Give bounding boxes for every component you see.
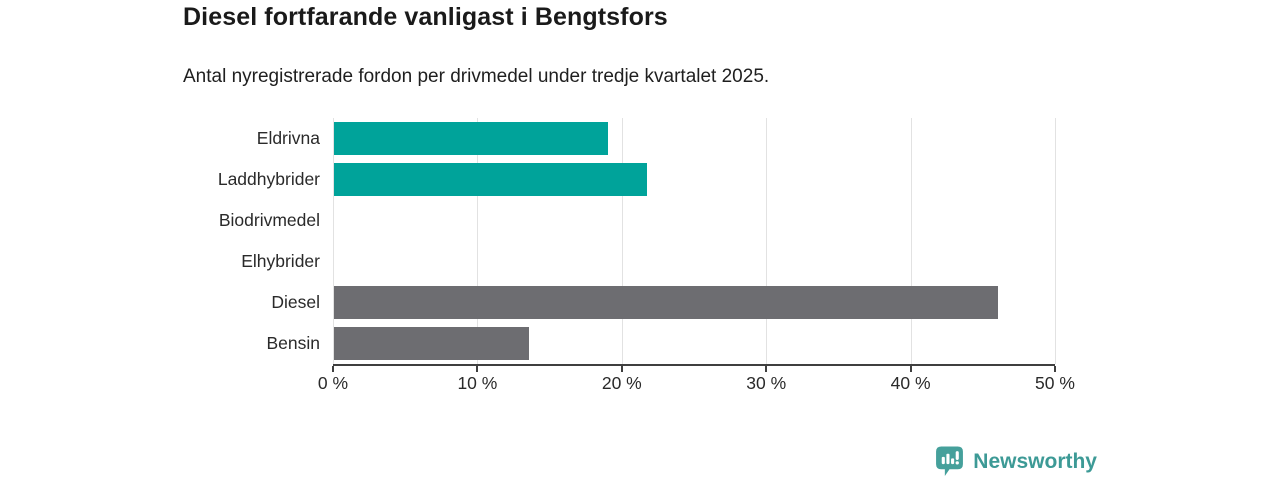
axis-tick-30 — [765, 366, 768, 372]
bar-laddhybrider — [334, 163, 648, 196]
y-label-laddhybrider: Laddhybrider — [217, 169, 320, 189]
x-tick-label-40: 40 % — [890, 373, 931, 393]
axis-tick-10 — [476, 366, 479, 372]
plot-area — [332, 118, 1056, 372]
axis-tick-40 — [909, 366, 912, 372]
y-label-eldrivna: Eldrivna — [256, 128, 320, 148]
newsworthy-logo[interactable]: Newsworthy — [935, 446, 1097, 477]
x-tick-label-30: 30 % — [746, 373, 787, 393]
x-tick-label-50: 50 % — [1035, 373, 1075, 393]
newsworthy-logo-icon — [935, 446, 964, 477]
y-label-diesel: Diesel — [271, 292, 320, 312]
gridline-20 — [621, 118, 623, 364]
y-label-biodrivmedel: Biodrivmedel — [218, 210, 320, 230]
bar-diesel — [334, 286, 999, 319]
x-tick-label-20: 20 % — [601, 373, 642, 393]
x-tick-label-0: 0 % — [317, 373, 349, 393]
page-title: Diesel fortfarande vanligast i Bengtsfor… — [183, 3, 668, 31]
newsworthy-logo-text: Newsworthy — [973, 449, 1097, 473]
bar-eldrivna — [334, 122, 609, 155]
chart-subtitle: Antal nyregistrerade fordon per drivmede… — [183, 66, 770, 87]
x-tick-label-10: 10 % — [457, 373, 498, 393]
axis-tick-50 — [1054, 366, 1056, 372]
bar-bensin — [334, 327, 529, 360]
gridline-40 — [910, 118, 912, 364]
gridline-0 — [333, 118, 334, 364]
y-label-elhybrider: Elhybrider — [241, 251, 320, 271]
gridline-10 — [477, 118, 479, 364]
y-label-bensin: Bensin — [266, 333, 320, 353]
gridline-50 — [1055, 118, 1056, 364]
axis-tick-20 — [620, 366, 623, 372]
gridline-30 — [766, 118, 768, 364]
axis-tick-0 — [332, 366, 334, 372]
